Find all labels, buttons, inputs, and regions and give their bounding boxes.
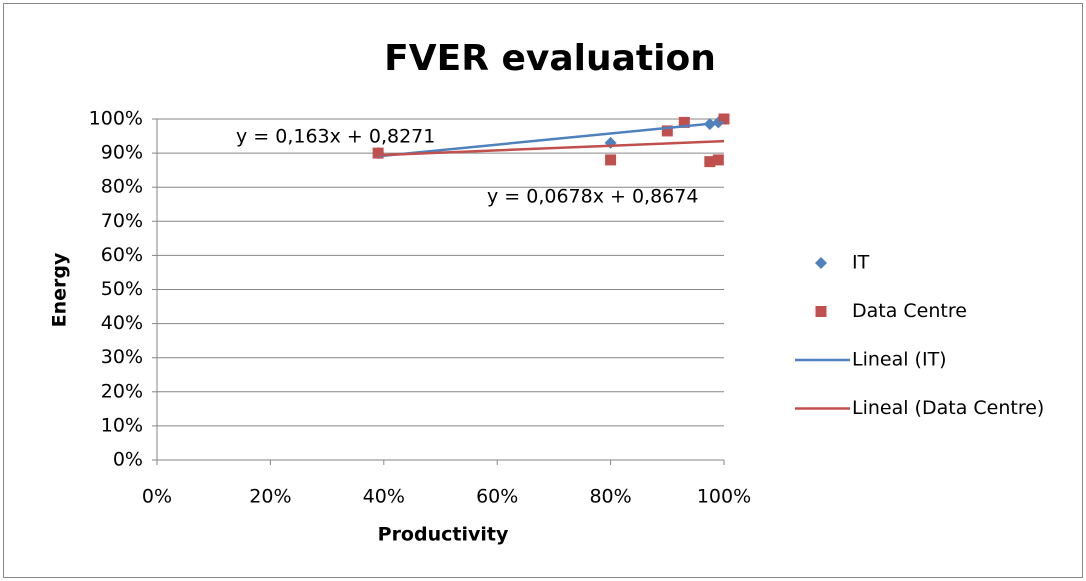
legend-marker	[815, 306, 827, 317]
y-tick-label: 90%	[101, 142, 143, 164]
y-tick-label: 20%	[101, 380, 143, 402]
point	[718, 113, 730, 125]
x-tick-label: 0%	[142, 486, 172, 508]
x-tick-label: 60%	[476, 486, 518, 508]
legend-marker	[815, 257, 827, 269]
point	[704, 156, 716, 168]
point	[661, 125, 673, 137]
y-axis-label: Energy	[49, 252, 71, 327]
point	[678, 116, 690, 128]
y-tick-label: 60%	[101, 244, 143, 266]
trendline-equation: y = 0,163x + 0,8271	[236, 126, 435, 148]
point	[605, 154, 617, 166]
x-tick-label: 20%	[249, 486, 291, 508]
y-tick-label: 40%	[101, 312, 143, 334]
chart-title: FVER evaluation	[384, 38, 716, 79]
legend-label: IT	[852, 252, 870, 274]
y-tick-label: 100%	[89, 108, 143, 130]
legend-label: Lineal (Data Centre)	[852, 397, 1044, 419]
y-tick-label: 10%	[101, 414, 143, 436]
legend-label: Lineal (IT)	[852, 349, 947, 371]
point	[712, 154, 724, 166]
x-axis-label: Productivity	[378, 524, 509, 546]
x-tick-label: 100%	[697, 486, 751, 508]
y-tick-label: 80%	[101, 176, 143, 198]
point	[372, 147, 384, 159]
y-tick-label: 30%	[101, 346, 143, 368]
y-tick-label: 70%	[101, 210, 143, 232]
x-tick-label: 40%	[363, 486, 405, 508]
trendline-equation: y = 0,0678x + 0,8674	[487, 186, 698, 208]
y-tick-label: 50%	[101, 278, 143, 300]
legend-label: Data Centre	[852, 300, 967, 322]
x-tick-label: 80%	[589, 486, 631, 508]
trendline	[378, 139, 725, 157]
chart-frame	[3, 3, 1083, 578]
y-tick-label: 0%	[113, 449, 143, 471]
trendline	[378, 121, 725, 158]
